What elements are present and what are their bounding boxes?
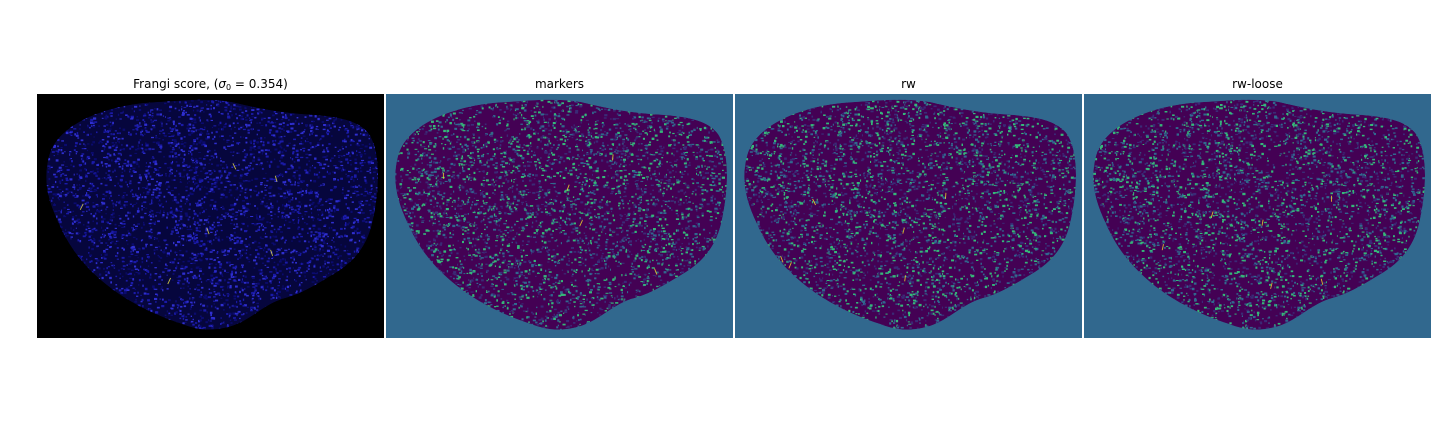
highlight-streaks xyxy=(780,192,947,282)
rw-loose-image xyxy=(1084,94,1431,338)
highlight-streaks xyxy=(1161,195,1332,289)
title-paren: ( xyxy=(214,77,219,91)
sigma-symbol: σ xyxy=(218,77,226,91)
title-text: Frangi score, xyxy=(133,77,214,91)
rw-image xyxy=(735,94,1082,338)
panel-title: rw-loose xyxy=(1084,75,1431,94)
sigma-subscript: 0 xyxy=(226,83,231,92)
markers-image xyxy=(386,94,733,338)
sigma-value: = 0.354) xyxy=(231,77,288,91)
panel-frangi-score: Frangi score, (σ0 = 0.354) xyxy=(37,75,384,338)
panel-rw-loose: rw-loose xyxy=(1084,75,1431,338)
frangi-score-image xyxy=(37,94,384,338)
panel-title: rw xyxy=(735,75,1082,94)
panel-rw: rw xyxy=(735,75,1082,338)
panel-title: markers xyxy=(386,75,733,94)
panel-markers: markers xyxy=(386,75,733,338)
panel-title: Frangi score, (σ0 = 0.354) xyxy=(37,75,384,94)
highlight-streaks xyxy=(79,163,278,285)
